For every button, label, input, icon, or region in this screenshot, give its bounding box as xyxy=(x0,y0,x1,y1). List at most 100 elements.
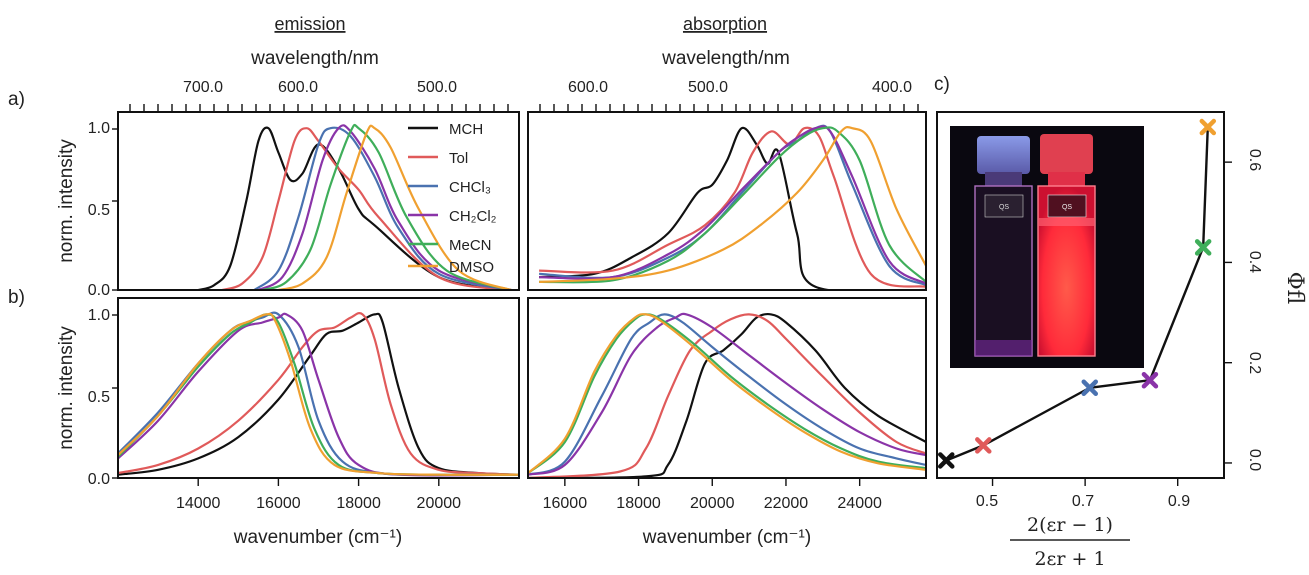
series-line-mch-absorption-b xyxy=(528,312,926,478)
tick-600-abs: 600.0 xyxy=(568,79,608,96)
series-line-mch-emission-a xyxy=(197,126,512,290)
phi-marker-tol xyxy=(975,437,992,454)
y-axis-label-top: norm. intensity xyxy=(56,139,77,263)
phi-line xyxy=(945,126,1209,462)
legend-label-mecn: MeCN xyxy=(449,237,492,254)
series-line-mecn-absorption-a xyxy=(539,126,926,284)
xtick-c-09: 0.9 xyxy=(1168,493,1190,510)
series-line-dmso-absorption-b xyxy=(528,313,926,474)
xtick-label-em-14000: 14000 xyxy=(176,495,221,512)
panel-label-a: a) xyxy=(8,89,25,110)
ytick-c-00: 0.0 xyxy=(1246,449,1263,471)
right-cuvette-label xyxy=(1047,194,1087,218)
series-line-chcl3-absorption-b xyxy=(528,313,926,476)
fraction-denominator: 2εr + 1 xyxy=(1034,548,1105,570)
phi-marker-ch2cl2 xyxy=(1141,371,1159,389)
inset-photo: QS QS xyxy=(950,126,1144,368)
xtick-label-abs-20000: 20000 xyxy=(690,495,735,512)
series-line-chcl3-emission-a xyxy=(253,126,512,290)
phi-marker-chcl3 xyxy=(1081,379,1099,397)
xtick-label-abs-16000: 16000 xyxy=(543,495,588,512)
ytick-a-05: 0.5 xyxy=(88,202,110,219)
ytick-c-06: 0.6 xyxy=(1246,149,1263,171)
y-ticks-b: 1.0 0.5 0.0 xyxy=(88,307,110,488)
xtick-label-em-18000: 18000 xyxy=(336,495,381,512)
ytick-a-10: 1.0 xyxy=(88,120,110,137)
series-group-emission-b xyxy=(118,311,519,477)
x-axis-label-absorption: wavenumber (cm⁻¹) xyxy=(642,527,811,548)
top-axis-label-absorption: wavelength/nm xyxy=(661,48,790,69)
series-line-ch2cl2-emission-b xyxy=(118,312,519,477)
panel-c-y-ticks: 0.0 0.2 0.4 0.6 xyxy=(1246,149,1263,471)
ytick-b-05: 0.5 xyxy=(88,389,110,406)
ytick-b-00: 0.0 xyxy=(88,471,110,488)
top-ticks-absorption: 600.0 500.0 400.0 xyxy=(568,79,912,96)
series-line-tol-emission-b xyxy=(118,311,519,476)
ytick-b-10: 1.0 xyxy=(88,307,110,324)
series-line-mch-emission-b xyxy=(118,312,519,476)
series-line-tol-emission-a xyxy=(221,127,512,290)
tick-700: 700.0 xyxy=(183,79,223,96)
left-cuvette-text: QS xyxy=(999,204,1009,211)
series-line-ch2cl2-emission-a xyxy=(257,124,512,290)
xtick-c-05: 0.5 xyxy=(976,493,998,510)
emission-header: emission xyxy=(274,14,345,34)
ytick-c-02: 0.2 xyxy=(1246,352,1263,374)
series-line-tol-absorption-a xyxy=(539,126,926,288)
series-line-ch2cl2-absorption-a xyxy=(539,125,926,285)
xtick-label-abs-24000: 24000 xyxy=(837,495,882,512)
top-ticks-emission: 700.0 600.0 500.0 xyxy=(183,79,457,96)
series-line-mecn-absorption-b xyxy=(528,313,926,474)
series-line-mch-absorption-a xyxy=(539,126,926,290)
panel-b-emission-frame xyxy=(117,297,520,479)
panel-b-absorption-frame xyxy=(527,297,927,479)
xtick-label-em-16000: 16000 xyxy=(256,495,301,512)
series-line-mecn-emission-a xyxy=(262,123,512,290)
left-cuvette-label xyxy=(984,194,1024,218)
ytick-c-04: 0.4 xyxy=(1246,251,1263,273)
legend-label-chcl3: CHCl₃ xyxy=(449,179,491,196)
right-cuvette-top-fill xyxy=(1039,218,1094,226)
series-group-absorption-b xyxy=(528,312,926,478)
panel-c-x-ticks: 0.5 0.7 0.9 xyxy=(976,493,1190,510)
left-cuvette-neck xyxy=(985,172,1022,188)
left-cuvette-glow xyxy=(975,340,1032,356)
x-axis-label-emission: wavenumber (cm⁻¹) xyxy=(233,527,402,548)
legend-label-dmso: DMSO xyxy=(449,259,494,276)
phi-fl-label: Φfl xyxy=(1282,272,1307,305)
legend-label-mch: MCH xyxy=(449,121,483,138)
panel-c-frame xyxy=(936,111,1225,479)
top-axis-label-emission: wavelength/nm xyxy=(250,48,379,69)
series-line-chcl3-absorption-a xyxy=(539,124,926,287)
phi-marker-dmso xyxy=(1199,118,1217,136)
legend: MCH Tol CHCl₃ CH₂Cl₂ MeCN DMSO xyxy=(408,121,497,276)
phi-marker-mch xyxy=(938,452,955,469)
tick-500: 500.0 xyxy=(417,79,457,96)
xtick-label-abs-18000: 18000 xyxy=(616,495,661,512)
left-cuvette-cap xyxy=(977,136,1030,174)
panel-label-b: b) xyxy=(8,287,25,308)
absorption-header: absorption xyxy=(683,14,767,34)
tick-400-abs: 400.0 xyxy=(872,79,912,96)
legend-label-tol: Tol xyxy=(449,150,468,167)
series-line-ch2cl2-absorption-b xyxy=(528,312,926,476)
xtick-c-07: 0.7 xyxy=(1072,493,1094,510)
panel-label-c: c) xyxy=(934,74,950,95)
series-line-dmso-emission-b xyxy=(118,312,519,476)
xtick-label-abs-22000: 22000 xyxy=(764,495,809,512)
series-line-tol-absorption-b xyxy=(528,313,926,478)
series-group-absorption-a xyxy=(539,124,926,290)
y-axis-label-bottom: norm. intensity xyxy=(56,326,77,450)
plot-layer: 14000 16000 18000 20000 16000 18000 20000 22000… xyxy=(112,104,1232,512)
phi-marker-mecn xyxy=(1194,239,1212,256)
xtick-label-em-20000: 20000 xyxy=(417,495,462,512)
fraction-numerator: 2(εr − 1) xyxy=(1027,514,1113,536)
tick-500-abs: 500.0 xyxy=(688,79,728,96)
ytick-a-00: 0.0 xyxy=(88,282,110,299)
panel-a-emission-frame xyxy=(117,111,520,291)
x-fraction-label: 2(εr − 1) 2εr + 1 xyxy=(1010,514,1130,570)
y-ticks-a: 1.0 0.5 0.0 xyxy=(88,120,110,299)
series-line-dmso-absorption-a xyxy=(539,125,926,283)
series-line-chcl3-emission-b xyxy=(118,311,519,476)
